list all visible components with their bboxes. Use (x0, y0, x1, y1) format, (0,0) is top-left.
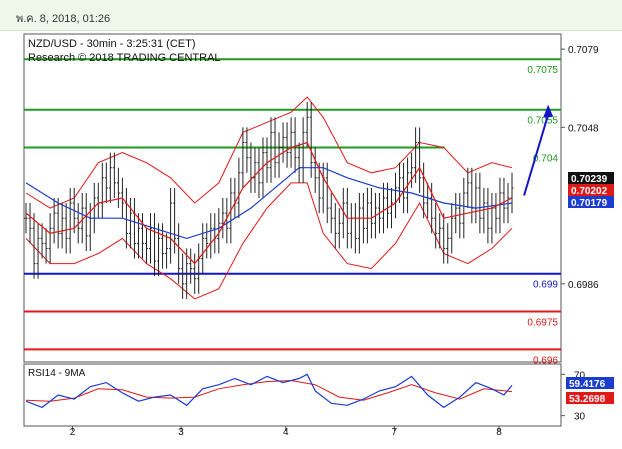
x-tick-label: 8 (496, 427, 502, 438)
level-label: 0.7055 (527, 116, 558, 127)
slow-ma-line (25, 167, 513, 240)
price-badge (568, 196, 614, 208)
level-label: 0.6975 (527, 318, 558, 329)
price-badge-label: 0.70239 (571, 174, 608, 185)
rsi-line (25, 373, 513, 409)
level-label: 0.699 (533, 280, 558, 291)
date-time-label: พ.ค. 8, 2018, 01:26 (16, 13, 111, 25)
x-tick-label: 3 (178, 427, 184, 438)
lower-band-line (25, 182, 513, 300)
x-tick-label: 4 (283, 427, 289, 438)
price-badge (568, 184, 614, 196)
rsi-badge-label: 59.4176 (569, 379, 606, 390)
level-label: 0.704 (533, 154, 558, 165)
price-badge (568, 172, 614, 184)
forecast-arrow-head (543, 104, 554, 118)
y-tick-label: 0.7048 (568, 123, 599, 134)
y-tick-label: 0.7079 (568, 45, 599, 56)
chart-subtitle: Research © 2018 TRADING CENTRAL (28, 52, 221, 64)
rsi-title: RSI14 - 9MA (28, 368, 86, 379)
x-tick-label: 2 (70, 427, 76, 438)
upper-band-line (25, 96, 513, 209)
rsi-panel-frame (23, 363, 562, 427)
chart-title: NZD/USD - 30min - 3:25:31 (CET) (28, 38, 195, 50)
level-label: 0.696 (533, 355, 558, 366)
rsi-y-tick-label: 30 (574, 412, 586, 423)
rsi-badge-label: 53.2698 (569, 394, 606, 405)
rsi-ma-line (25, 379, 513, 402)
rsi-badge (566, 392, 614, 404)
x-tick-label: 7 (392, 427, 398, 438)
rsi-badge (566, 377, 614, 389)
rsi-y-tick-label: 70 (574, 370, 586, 381)
level-label: 0.7075 (527, 65, 558, 76)
price-badge-label: 0.70202 (571, 186, 608, 197)
main-panel-frame (23, 33, 562, 363)
y-tick-label: 0.6986 (568, 280, 599, 291)
fast-ma-line (25, 141, 513, 265)
forecast-arrow-shaft (523, 114, 550, 196)
price-badge-label: 0.70179 (571, 198, 608, 209)
date-header: พ.ค. 8, 2018, 01:26 (0, 0, 622, 31)
